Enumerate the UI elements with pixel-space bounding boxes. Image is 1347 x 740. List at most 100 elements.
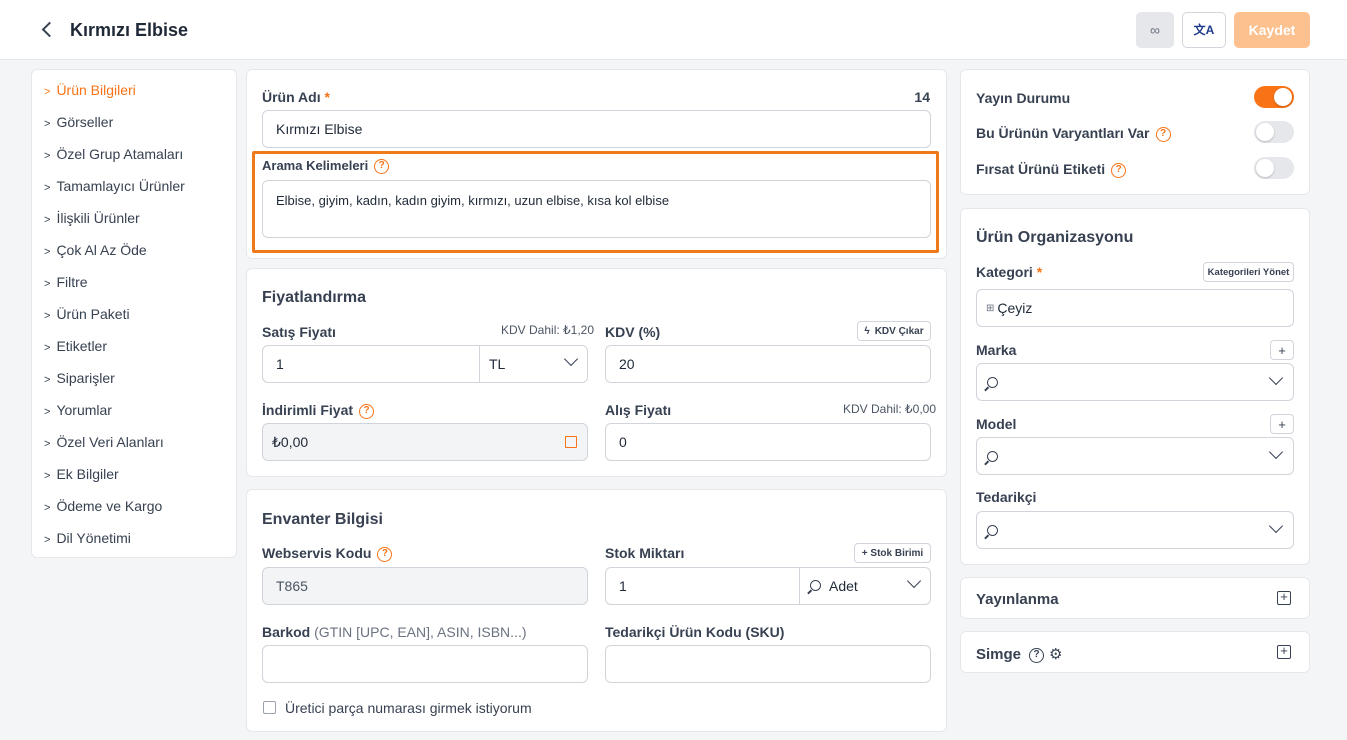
search-icon [810,580,821,591]
supplier-select[interactable] [976,511,1294,549]
sidebar-item[interactable]: > Çok Al Az Öde [44,242,147,258]
webservice-code-label: Webservis Kodu [262,545,372,561]
chevron-right-icon: > [44,374,51,386]
brand-select[interactable] [976,363,1294,401]
vat-remove-label: KDV Çıkar [874,325,924,337]
expand-icon[interactable]: + [1277,590,1291,605]
sidebar-item-label: Filtre [56,274,88,290]
discount-price-input[interactable]: ₺0,00 [262,423,588,461]
chevron-down-icon [563,351,579,367]
inventory-title: Envanter Bilgisi [262,511,383,528]
sidebar-item-label: Yorumlar [56,402,112,418]
stock-unit-button[interactable]: + Stok Birimi [854,543,931,563]
barcode-input[interactable] [262,645,588,683]
help-icon[interactable]: ? [374,159,390,175]
barcode-hint: (GTIN [UPC, EAN], ASIN, ISBN...) [314,624,527,640]
product-name-label: Ürün Adı [262,89,321,105]
sidebar-item[interactable]: > Ek Bilgiler [44,466,119,482]
organization-card: Ürün Organizasyonu Kategori * Kategorile… [960,208,1310,565]
mpn-checkbox-label[interactable]: Üretici parça numarası girmek istiyorum [285,700,532,716]
mpn-checkbox[interactable] [263,701,276,714]
chevron-right-icon: > [44,310,51,322]
currency-select[interactable]: TL [479,345,588,383]
stock-value: 1 [619,578,627,594]
sku-input[interactable] [605,645,931,683]
sidebar-item[interactable]: > Filtre [44,274,88,290]
sidebar-item[interactable]: > Dil Yönetimi [44,530,131,546]
variants-label: Bu Ürünün Varyantları Var [976,125,1150,141]
discount-value: ₺0,00 [272,433,309,450]
gear-icon[interactable]: ⚙ [1049,646,1063,663]
sidebar-item[interactable]: > Ödeme ve Kargo [44,498,162,514]
translate-icon: 文A [1193,23,1215,37]
stock-unit-select[interactable]: Adet [799,567,931,605]
link-button[interactable]: ∞ [1136,12,1174,48]
chevron-right-icon: > [44,470,51,482]
symbol-panel[interactable]: Simge? ⚙ + [960,631,1310,673]
sidebar-item[interactable]: > Tamamlayıcı Ürünler [44,178,185,194]
deal-toggle[interactable] [1254,157,1294,179]
chevron-right-icon: > [44,246,51,258]
sidebar: > Ürün Bilgileri > Görseller > Özel Grup Atam… [31,69,237,558]
discount-label: İndirimli Fiyat [262,402,354,418]
purchase-price-input[interactable]: 0 [605,423,931,461]
sidebar-item-label: Siparişler [56,370,115,386]
publish-toggle[interactable] [1254,86,1294,108]
organization-title: Ürün Organizasyonu [976,229,1134,246]
inventory-card: Envanter Bilgisi Webservis Kodu? T865 St… [246,489,947,732]
keywords-textarea[interactable]: Elbise, giyim, kadın, kadın giyim, kırmı… [262,180,931,238]
variants-toggle[interactable] [1254,121,1294,143]
expand-icon[interactable]: + [1277,644,1291,659]
model-select[interactable] [976,437,1294,475]
header: Kırmızı Elbise ∞ 文A Kaydet [0,0,1347,60]
sidebar-item[interactable]: > Özel Veri Alanları [44,434,164,450]
help-icon[interactable]: ? [1111,162,1127,178]
sidebar-item[interactable]: > Ürün Bilgileri [44,82,136,98]
chevron-right-icon: > [44,502,51,514]
publishing-title: Yayınlanma [976,591,1059,608]
help-icon[interactable]: ? [1155,126,1171,142]
vat-label: KDV (%) [605,324,661,340]
sidebar-item[interactable]: > Etiketler [44,338,107,354]
sale-price-label: Satış Fiyatı [262,324,336,340]
add-brand-button[interactable]: + [1270,340,1294,360]
purchase-vat-note: KDV Dahil: ₺0,00 [843,402,937,416]
sidebar-item[interactable]: > İlişkili Ürünler [44,210,140,226]
vat-remove-button[interactable]: ϟ KDV Çıkar [857,321,931,341]
stock-label: Stok Miktarı [605,545,685,561]
translate-button[interactable]: 文A [1182,12,1226,48]
chevron-right-icon: > [44,406,51,418]
save-button[interactable]: Kaydet [1234,12,1310,48]
product-name-input[interactable]: Kırmızı Elbise [262,110,931,148]
publishing-panel[interactable]: Yayınlanma + [960,577,1310,619]
keywords-label: Arama Kelimeleri [262,158,369,173]
pricing-card: Fiyatlandırma Satış Fiyatı KDV Dahil: ₺1… [246,268,947,477]
category-input[interactable]: ⊞ Çeyiz [976,289,1294,327]
help-icon[interactable]: ? [359,403,375,419]
chevron-right-icon: > [44,150,51,162]
back-icon[interactable] [41,21,58,38]
sidebar-item[interactable]: > Özel Grup Atamaları [44,146,183,162]
help-icon[interactable]: ? [377,546,393,562]
sale-price-input[interactable]: 1 [262,345,588,383]
publish-status-label: Yayın Durumu [976,90,1071,106]
edit-icon[interactable] [565,436,577,448]
add-model-button[interactable]: + [1270,414,1294,434]
help-icon[interactable]: ? [1029,647,1045,663]
chevron-right-icon: > [44,118,51,130]
brand-label: Marka [976,342,1017,358]
vat-input[interactable]: 20 [605,345,931,383]
webservice-code-input[interactable]: T865 [262,567,588,605]
sidebar-item-label: Tamamlayıcı Ürünler [56,178,185,194]
category-label: Kategori [976,264,1033,280]
sidebar-item[interactable]: > Ürün Paketi [44,306,130,322]
sidebar-item[interactable]: > Siparişler [44,370,115,386]
chevron-right-icon: > [44,86,51,98]
page-title: Kırmızı Elbise [70,20,189,40]
sku-label: Tedarikçi Ürün Kodu (SKU) [605,624,785,640]
sidebar-item[interactable]: > Görseller [44,114,113,130]
sidebar-item-label: Ek Bilgiler [56,466,119,482]
manage-categories-button[interactable]: Kategorileri Yönet [1203,262,1294,282]
sidebar-item[interactable]: > Yorumlar [44,402,112,418]
stock-input[interactable]: 1 [605,567,931,605]
